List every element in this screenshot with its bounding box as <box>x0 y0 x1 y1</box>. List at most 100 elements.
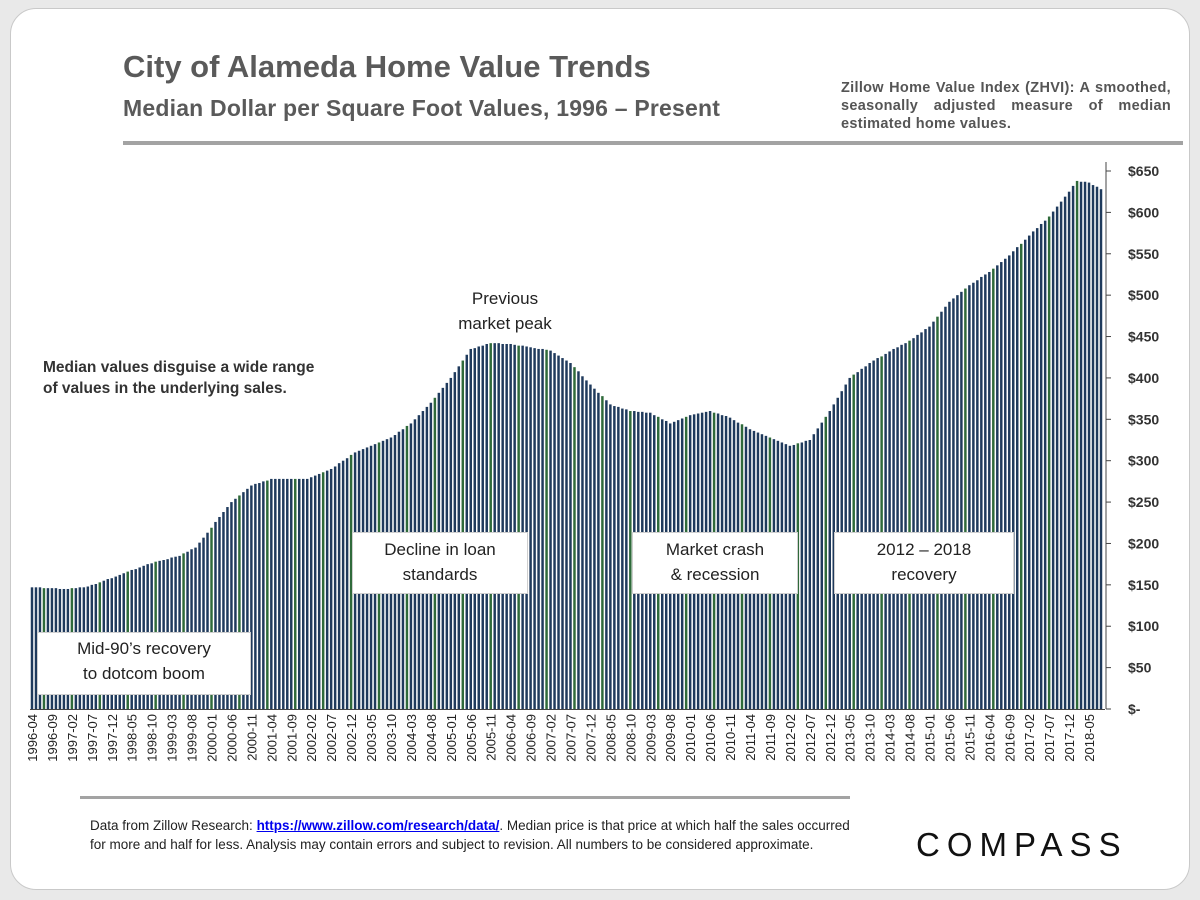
bar <box>972 282 975 709</box>
bar <box>258 483 261 709</box>
bar <box>581 376 584 709</box>
x-tick-label: 2009-08 <box>663 714 678 762</box>
bar <box>1063 196 1067 709</box>
x-tick-label: 2006-09 <box>524 714 539 762</box>
bar <box>341 460 345 709</box>
x-tick-label: 2006-04 <box>504 714 519 762</box>
bar <box>609 404 612 709</box>
x-tick-label: 2002-02 <box>304 714 319 762</box>
y-tick-label: $450 <box>1128 329 1159 345</box>
x-tick-label: 2018-05 <box>1082 714 1097 762</box>
x-tick-label: 2003-05 <box>364 714 379 762</box>
bar <box>477 346 480 709</box>
bar <box>593 388 596 709</box>
x-tick-label: 2005-01 <box>444 714 459 762</box>
bar <box>1095 186 1099 710</box>
bar <box>1016 247 1019 709</box>
y-tick-label: $50 <box>1128 660 1152 676</box>
bar <box>884 353 887 709</box>
annotation-box-crash-line1: Market crash <box>665 540 765 559</box>
bar <box>214 521 217 709</box>
previous-peak-label: Previous market peak <box>435 286 575 336</box>
annotation-box-dotcom-line1: Mid-90’s recovery <box>77 639 211 658</box>
x-tick-label: 2003-10 <box>384 714 399 762</box>
bar <box>286 478 289 709</box>
bar <box>1051 211 1055 709</box>
bar <box>250 485 253 709</box>
zillow-research-link[interactable]: https://www.zillow.com/research/data/ <box>256 818 500 833</box>
bar <box>473 348 476 709</box>
bar <box>333 466 337 709</box>
bar <box>1043 220 1047 709</box>
zhvi-definition-note: Zillow Home Value Index (ZHVI): A smooth… <box>841 80 1171 132</box>
bar <box>924 329 927 709</box>
bar <box>1023 239 1027 709</box>
y-tick-label: $500 <box>1128 287 1159 303</box>
footer-text-after: . Median price is that price at which ha… <box>90 818 850 852</box>
bar <box>1000 262 1003 709</box>
bar <box>305 478 309 709</box>
bar <box>254 483 257 709</box>
bar <box>270 478 273 709</box>
x-tick-label: 2016-09 <box>1002 714 1017 762</box>
x-tick-label: 2001-04 <box>264 714 279 762</box>
bar <box>198 542 201 709</box>
x-tick-label: 2000-06 <box>224 714 239 762</box>
y-tick-label: $100 <box>1128 618 1159 634</box>
annotation-box-recovery-line2: recovery <box>891 565 957 584</box>
x-tick-label: 2011-09 <box>763 714 778 761</box>
bar <box>313 475 317 709</box>
bar <box>210 527 213 709</box>
bar <box>1071 185 1075 709</box>
bar <box>529 347 532 709</box>
bar <box>533 348 536 709</box>
bar <box>920 332 923 709</box>
annotation-box-dotcom-line2: to dotcom boom <box>83 664 205 683</box>
x-tick-label: 1999-03 <box>165 714 180 762</box>
bar <box>1031 231 1035 710</box>
bar <box>349 454 353 709</box>
bar <box>489 343 492 709</box>
bar <box>525 346 528 709</box>
bar <box>932 321 935 709</box>
bar <box>888 351 891 709</box>
bar <box>1099 189 1103 709</box>
y-tick-label: $150 <box>1128 577 1159 593</box>
compass-logo: COMPASS <box>916 826 1128 863</box>
bar <box>218 516 221 709</box>
bar <box>1035 228 1039 710</box>
bar <box>545 349 548 709</box>
bar <box>573 367 576 709</box>
bar <box>190 549 193 709</box>
bar <box>234 498 237 709</box>
bar <box>1004 258 1007 709</box>
bar <box>206 532 209 709</box>
bar <box>948 301 951 709</box>
x-tick-label: 2017-12 <box>1062 714 1077 762</box>
median-values-note-line1: Median values disguise a wide range <box>43 359 315 376</box>
y-tick-label: $200 <box>1128 535 1159 551</box>
bar <box>968 285 971 709</box>
annotation-box-recovery: 2012 – 2018 recovery <box>834 532 1014 594</box>
bar <box>294 478 297 709</box>
bar <box>481 345 484 709</box>
bar <box>182 553 185 709</box>
bar <box>960 291 963 709</box>
bar <box>282 478 285 709</box>
bar <box>278 478 281 709</box>
bar <box>186 551 189 709</box>
bar <box>820 422 824 709</box>
bar <box>266 480 269 709</box>
bar <box>557 355 560 709</box>
header-divider <box>123 141 1183 145</box>
bar <box>988 271 991 709</box>
x-tick-label: 2007-12 <box>583 714 598 762</box>
x-tick-label: 2000-11 <box>244 714 259 761</box>
bar <box>1039 223 1043 709</box>
bar <box>1047 216 1051 709</box>
bar <box>501 343 504 709</box>
x-tick-label: 1998-10 <box>145 714 160 762</box>
bar <box>1008 255 1011 710</box>
bar <box>561 358 564 709</box>
x-tick-label: 2010-11 <box>723 714 738 761</box>
